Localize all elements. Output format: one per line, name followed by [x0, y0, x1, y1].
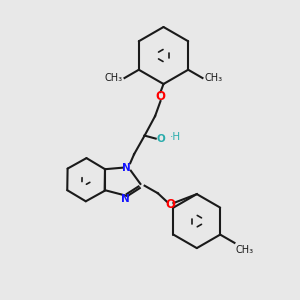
Text: CH₃: CH₃: [236, 245, 254, 255]
Text: N: N: [122, 163, 131, 173]
Text: O: O: [157, 134, 166, 144]
Text: CH₃: CH₃: [104, 73, 122, 83]
Text: O: O: [155, 90, 166, 103]
Text: O: O: [165, 198, 176, 211]
Text: CH₃: CH₃: [205, 73, 223, 83]
Text: ·H: ·H: [169, 132, 181, 142]
Text: N: N: [121, 194, 130, 204]
